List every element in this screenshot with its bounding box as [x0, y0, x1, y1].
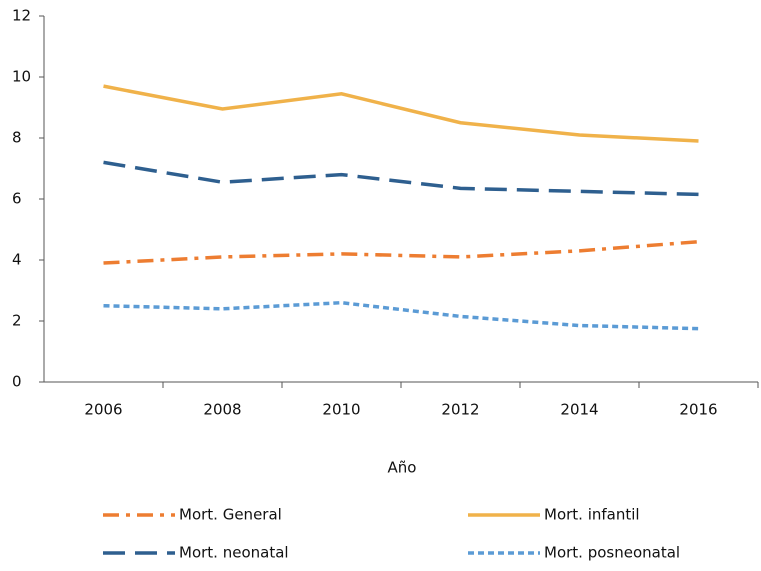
- legend-label: Mort. infantil: [544, 506, 640, 524]
- legend-label: Mort. neonatal: [179, 544, 289, 562]
- series-line: [103, 84, 699, 143]
- x-tick-label: 2014: [560, 401, 598, 419]
- y-tick-label: 0: [12, 373, 22, 391]
- x-axis-title: Año: [388, 459, 417, 477]
- legend-label: Mort. posneonatal: [544, 544, 680, 562]
- x-tick-label: 2010: [322, 401, 360, 419]
- y-tick-label: 4: [12, 251, 22, 269]
- x-tick-label: 2016: [679, 401, 717, 419]
- y-tick-label: 10: [12, 68, 31, 86]
- legend-label: Mort. General: [179, 506, 282, 524]
- x-tick-label: 2006: [84, 401, 122, 419]
- x-tick-label: 2012: [441, 401, 479, 419]
- series-line: [103, 160, 699, 197]
- x-tick-label: 2008: [203, 401, 241, 419]
- series-line: [103, 300, 699, 331]
- y-tick-label: 12: [12, 7, 31, 25]
- y-tick-label: 6: [12, 190, 22, 208]
- series-line: [103, 239, 699, 265]
- y-tick-label: 8: [12, 129, 22, 147]
- y-tick-label: 2: [12, 312, 22, 330]
